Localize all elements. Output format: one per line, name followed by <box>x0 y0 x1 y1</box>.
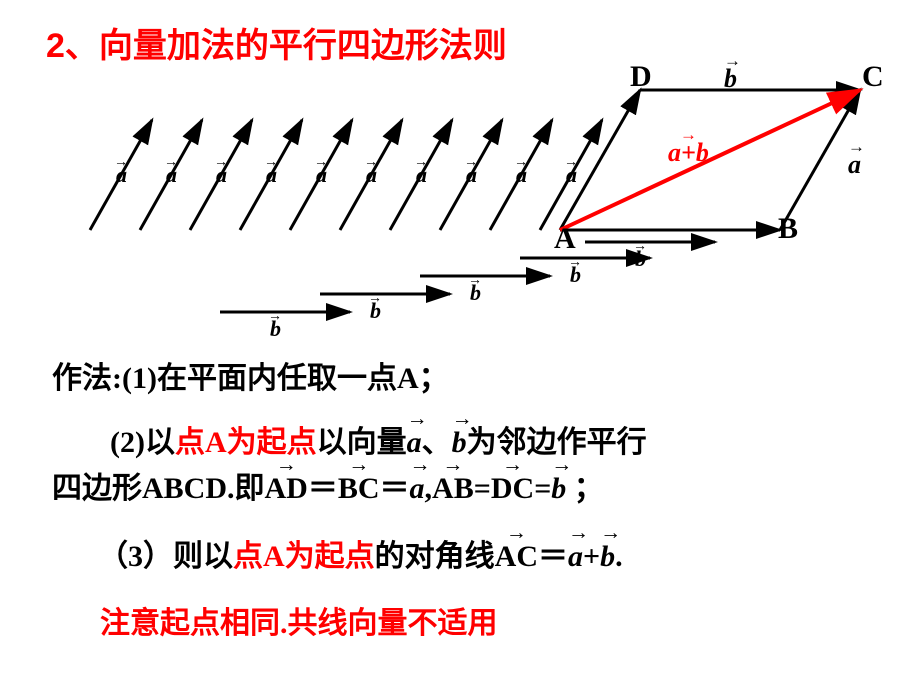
svg-text:→: → <box>368 291 382 306</box>
point-C-label: C <box>862 60 884 94</box>
svg-text:→: → <box>314 155 328 170</box>
svg-text:→: → <box>568 255 582 270</box>
vec-DC: DC <box>491 466 534 511</box>
svg-text:→: → <box>214 155 228 170</box>
step3-mid: 的对角线 <box>375 540 495 573</box>
step3-prefix: 则以 <box>173 540 233 573</box>
svg-text:→: → <box>414 155 428 170</box>
vec-a3: a <box>568 534 583 579</box>
svg-text:→: → <box>264 155 278 170</box>
vec-b2: b <box>551 466 566 511</box>
parallelogram <box>560 90 860 230</box>
step2-n: (2) <box>110 426 145 459</box>
step2-prefix: 以 <box>145 426 175 459</box>
svg-text:→: → <box>633 239 647 254</box>
step3-tail: . <box>615 540 623 573</box>
method-step-2-line2: 四边形ABCD.即AD＝BC＝a,AB=DC=b ； <box>52 466 604 511</box>
step2-line2-pre: 四边形ABCD.即 <box>52 472 265 505</box>
step3-eq: ＝ <box>538 540 568 573</box>
eq3: = <box>474 472 491 505</box>
step3-hl: 点A为起点 <box>233 540 375 573</box>
step1-text: 在平面内任取一点A； <box>157 362 449 395</box>
comma: , <box>425 472 433 505</box>
eq1: ＝ <box>308 472 338 505</box>
point-A-label: A <box>554 222 576 256</box>
vec-AB: AB <box>432 466 474 511</box>
b-vector-group: b→b→b→b→b→ <box>220 239 715 340</box>
svg-text:→: → <box>164 155 178 170</box>
vec-b3: b <box>600 534 615 579</box>
step2-tail: ； <box>566 472 604 505</box>
note-line: 注意起点相同.共线向量不适用 <box>100 598 498 642</box>
svg-text:→: → <box>268 309 282 324</box>
eq2: ＝ <box>380 472 410 505</box>
vec-sum-label: a+b <box>668 138 709 168</box>
vec-BC: BC <box>338 466 380 511</box>
svg-text:→: → <box>464 155 478 170</box>
step3-n: （3） <box>98 540 173 573</box>
svg-text:→: → <box>364 155 378 170</box>
svg-text:→: → <box>514 155 528 170</box>
a-vector-group: a→a→a→a→a→a→a→a→a→a→ <box>90 120 602 230</box>
vector-diagram: a→a→a→a→a→a→a→a→a→a→ b→b→b→b→b→ <box>0 60 920 340</box>
step1-n: (1) <box>122 362 157 395</box>
eq4: = <box>534 472 551 505</box>
svg-text:→: → <box>468 273 482 288</box>
method-label: 作法: <box>52 362 122 395</box>
vec-AC: AC <box>495 534 538 579</box>
svg-text:→: → <box>114 155 128 170</box>
vec-a2: a <box>410 466 425 511</box>
method-step-1: 作法:(1)在平面内任取一点A； <box>52 356 449 401</box>
point-D-label: D <box>630 60 652 94</box>
vec-b-top-label: b <box>724 64 737 94</box>
method-step-3: （3）则以点A为起点的对角线AC＝a+b. <box>98 534 623 579</box>
step3-plus: + <box>583 540 600 573</box>
point-B-label: B <box>778 212 798 246</box>
vec-a-right-label: a <box>848 150 861 180</box>
vec-AD: AD <box>265 466 308 511</box>
svg-text:→: → <box>564 155 578 170</box>
